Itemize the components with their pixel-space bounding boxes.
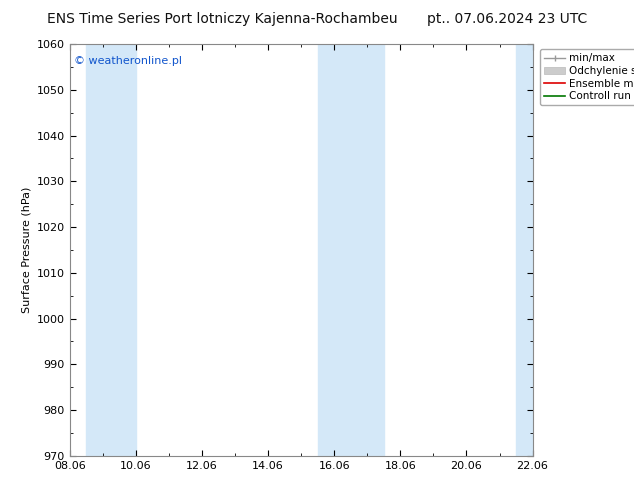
Bar — [516, 44, 533, 456]
Legend: min/max, Odchylenie standardowe, Ensemble mean run, Controll run: min/max, Odchylenie standardowe, Ensembl… — [540, 49, 634, 105]
Y-axis label: Surface Pressure (hPa): Surface Pressure (hPa) — [21, 187, 31, 313]
Text: © weatheronline.pl: © weatheronline.pl — [74, 56, 183, 67]
Bar — [318, 44, 384, 456]
Bar — [86, 44, 136, 456]
Text: pt.. 07.06.2024 23 UTC: pt.. 07.06.2024 23 UTC — [427, 12, 587, 26]
Text: ENS Time Series Port lotniczy Kajenna-Rochambeu: ENS Time Series Port lotniczy Kajenna-Ro… — [46, 12, 398, 26]
